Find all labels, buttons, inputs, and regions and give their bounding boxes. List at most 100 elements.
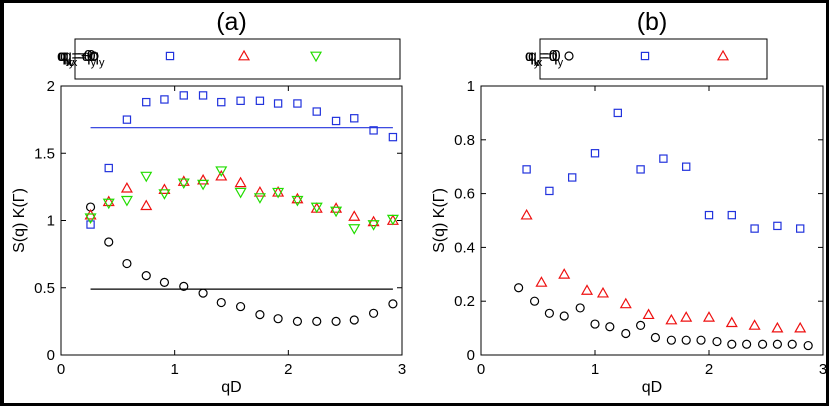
x-tick-label: 1 bbox=[170, 361, 178, 378]
data-point bbox=[787, 339, 797, 349]
series-square bbox=[86, 91, 398, 229]
data-point bbox=[750, 224, 759, 233]
data-point bbox=[605, 322, 615, 332]
data-point bbox=[234, 176, 247, 188]
x-tick-label: 2 bbox=[284, 361, 292, 378]
data-point bbox=[558, 268, 571, 279]
data-point bbox=[349, 315, 359, 325]
data-point bbox=[177, 175, 190, 186]
data-point bbox=[367, 220, 380, 231]
data-point bbox=[680, 311, 693, 322]
data-point bbox=[773, 221, 782, 231]
data-point bbox=[727, 339, 737, 349]
data-point bbox=[141, 271, 151, 281]
legend-marker bbox=[640, 51, 650, 61]
x-axis-label: qD bbox=[221, 379, 241, 396]
legend-entry-label: qx=0 bbox=[528, 48, 561, 69]
data-point bbox=[580, 284, 594, 295]
y-tick-label: 1 bbox=[467, 78, 475, 95]
data-point bbox=[198, 91, 208, 100]
axes-box bbox=[480, 85, 824, 356]
data-point bbox=[122, 115, 132, 124]
chart-title: (b) bbox=[637, 8, 668, 36]
data-point bbox=[312, 107, 321, 116]
data-point bbox=[681, 335, 691, 345]
data-point bbox=[742, 339, 752, 349]
data-point bbox=[158, 183, 171, 194]
data-point bbox=[102, 195, 115, 207]
data-point bbox=[234, 187, 247, 199]
data-point bbox=[520, 208, 533, 220]
y-tick-label: 1 bbox=[47, 213, 55, 230]
data-point bbox=[198, 288, 208, 298]
legend-entry-label: qx=qy bbox=[525, 48, 564, 69]
data-point bbox=[635, 320, 646, 331]
data-point bbox=[310, 202, 323, 214]
data-point bbox=[235, 301, 246, 312]
data-point bbox=[725, 316, 738, 328]
data-point bbox=[712, 336, 722, 347]
series-square bbox=[522, 108, 805, 233]
data-point bbox=[386, 214, 399, 226]
data-point bbox=[255, 310, 265, 320]
data-point bbox=[650, 332, 661, 343]
legend-entry-label: qy=0 bbox=[525, 48, 558, 69]
data-point bbox=[350, 114, 359, 123]
data-point bbox=[177, 178, 190, 190]
data-point bbox=[292, 316, 303, 326]
x-axis-label: qD bbox=[642, 379, 662, 396]
data-point bbox=[331, 316, 341, 326]
y-tick-label: 0.4 bbox=[454, 239, 475, 256]
x-tick-label: 3 bbox=[398, 361, 406, 378]
chart-panel-b: (b) 0 1 2 3 0 0.2 0.4 0.6 0.8 1 qD S(q) K(Γ) qx=0qy=0… bbox=[431, 8, 826, 396]
data-point bbox=[659, 154, 668, 163]
data-point bbox=[348, 210, 361, 221]
data-point bbox=[522, 165, 531, 174]
data-point bbox=[636, 165, 645, 174]
legend-marker bbox=[716, 49, 730, 61]
data-point bbox=[590, 319, 600, 329]
legend-marker bbox=[237, 49, 251, 61]
legend-box bbox=[74, 38, 401, 80]
data-point bbox=[794, 321, 807, 333]
data-point bbox=[388, 299, 398, 309]
data-point bbox=[104, 237, 114, 247]
data-point bbox=[217, 97, 226, 107]
data-point bbox=[544, 308, 555, 318]
y-tick-label: 1.5 bbox=[34, 145, 55, 162]
series-triangle-down bbox=[84, 166, 399, 235]
x-tick-label: 3 bbox=[819, 361, 826, 378]
data-point bbox=[642, 308, 655, 320]
legend: qx=0qy=0qx=qy bbox=[525, 38, 768, 80]
data-point bbox=[529, 296, 540, 306]
data-point bbox=[545, 186, 554, 196]
x-tick-label: 0 bbox=[57, 361, 65, 378]
data-point bbox=[273, 99, 283, 108]
data-point bbox=[757, 339, 768, 349]
data-point bbox=[140, 171, 153, 183]
y-tick-label: 0 bbox=[467, 347, 475, 364]
legend-entry-label: qx=0 bbox=[63, 48, 96, 69]
data-point bbox=[702, 311, 716, 322]
data-point bbox=[665, 313, 678, 325]
data-point bbox=[120, 195, 133, 207]
data-point bbox=[272, 187, 285, 199]
data-point bbox=[559, 311, 569, 321]
data-point bbox=[388, 132, 398, 142]
data-point bbox=[159, 277, 170, 287]
data-point bbox=[348, 224, 361, 235]
data-point bbox=[236, 96, 245, 105]
data-point bbox=[120, 182, 133, 193]
series-circle bbox=[85, 202, 398, 326]
data-point bbox=[330, 206, 343, 218]
data-point bbox=[369, 126, 378, 135]
data-point bbox=[803, 340, 813, 351]
chart-title: (a) bbox=[216, 8, 247, 36]
data-point bbox=[215, 166, 228, 177]
legend-marker bbox=[309, 51, 323, 63]
data-point bbox=[535, 276, 548, 287]
data-point bbox=[748, 319, 761, 330]
data-point bbox=[704, 210, 714, 220]
